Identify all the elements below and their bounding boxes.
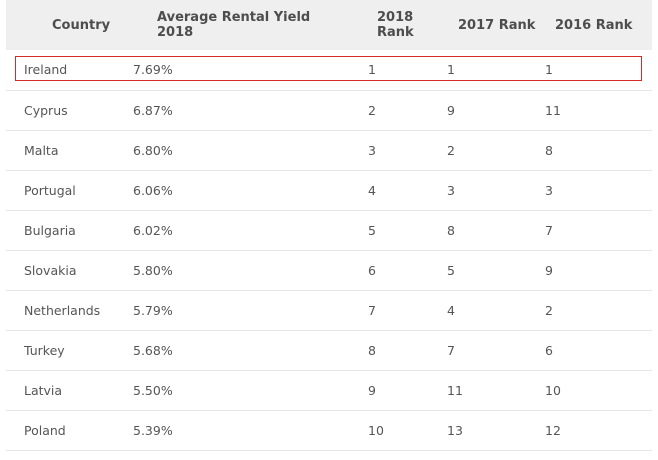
cell-rank-2018: 4	[368, 182, 376, 198]
cell-country: Malta	[24, 142, 59, 158]
table-row: Ireland 7.69% 1 1 1	[6, 50, 652, 90]
cell-rank-2016: 10	[545, 382, 561, 398]
cell-rank-2018: 5	[368, 222, 376, 238]
cell-yield: 5.68%	[133, 342, 173, 358]
cell-rank-2018: 10	[368, 422, 384, 438]
header-2016-rank: 2016 Rank	[555, 17, 633, 33]
cell-rank-2017: 3	[447, 182, 455, 198]
table-row: Portugal 6.06% 4 3 3	[6, 170, 652, 210]
cell-rank-2017: 13	[447, 422, 463, 438]
table-row: Bulgaria 6.02% 5 8 7	[6, 210, 652, 250]
cell-country: Poland	[24, 422, 66, 438]
header-2017-rank: 2017 Rank	[458, 17, 536, 33]
table-row: Slovakia 5.80% 6 5 9	[6, 250, 652, 290]
header-2018-rank: 2018 Rank	[377, 10, 414, 40]
cell-rank-2018: 3	[368, 142, 376, 158]
cell-rank-2016: 7	[545, 222, 553, 238]
cell-rank-2017: 8	[447, 222, 455, 238]
cell-rank-2016: 8	[545, 142, 553, 158]
cell-yield: 5.79%	[133, 302, 173, 318]
cell-yield: 6.06%	[133, 182, 173, 198]
cell-country: Cyprus	[24, 102, 68, 118]
cell-rank-2017: 11	[447, 382, 463, 398]
cell-country: Netherlands	[24, 302, 101, 318]
cell-country: Ireland	[24, 62, 68, 78]
table-header-row: Country Average Rental Yield 2018 2018 R…	[6, 0, 652, 50]
cell-rank-2018: 6	[368, 262, 376, 278]
cell-yield: 7.69%	[133, 62, 173, 78]
cell-country: Turkey	[24, 342, 65, 358]
table-row: Latvia 5.50% 9 11 10	[6, 370, 652, 410]
table-row: Turkey 5.68% 8 7 6	[6, 330, 652, 370]
cell-rank-2017: 1	[447, 62, 455, 78]
cell-rank-2018: 1	[368, 62, 376, 78]
cell-rank-2017: 7	[447, 342, 455, 358]
cell-yield: 5.80%	[133, 262, 173, 278]
cell-country: Bulgaria	[24, 222, 76, 238]
cell-rank-2017: 9	[447, 102, 455, 118]
table-row: Poland 5.39% 10 13 12	[6, 410, 652, 450]
header-average-rental-yield: Average Rental Yield 2018	[157, 10, 311, 40]
table-row: Malta 6.80% 3 2 8	[6, 130, 652, 170]
cell-rank-2018: 7	[368, 302, 376, 318]
cell-rank-2016: 2	[545, 302, 553, 318]
cell-rank-2017: 5	[447, 262, 455, 278]
cell-rank-2018: 9	[368, 382, 376, 398]
rental-yield-table-container: Country Average Rental Yield 2018 2018 R…	[6, 0, 652, 451]
cell-yield: 5.50%	[133, 382, 173, 398]
cell-rank-2017: 4	[447, 302, 455, 318]
cell-rank-2016: 11	[545, 102, 561, 118]
table-row: Netherlands 5.79% 7 4 2	[6, 290, 652, 330]
cell-country: Portugal	[24, 182, 76, 198]
rental-yield-table: Country Average Rental Yield 2018 2018 R…	[6, 0, 652, 451]
header-country: Country	[52, 17, 111, 33]
cell-rank-2017: 2	[447, 142, 455, 158]
table-row: Cyprus 6.87% 2 9 11	[6, 90, 652, 130]
cell-country: Latvia	[24, 382, 63, 398]
cell-yield: 5.39%	[133, 422, 173, 438]
cell-rank-2016: 12	[545, 422, 561, 438]
cell-country: Slovakia	[24, 262, 77, 278]
cell-yield: 6.87%	[133, 102, 173, 118]
cell-yield: 6.80%	[133, 142, 173, 158]
cell-yield: 6.02%	[133, 222, 173, 238]
cell-rank-2016: 9	[545, 262, 553, 278]
cell-rank-2016: 1	[545, 62, 553, 78]
cell-rank-2018: 2	[368, 102, 376, 118]
cell-rank-2018: 8	[368, 342, 376, 358]
cell-rank-2016: 3	[545, 182, 553, 198]
cell-rank-2016: 6	[545, 342, 553, 358]
